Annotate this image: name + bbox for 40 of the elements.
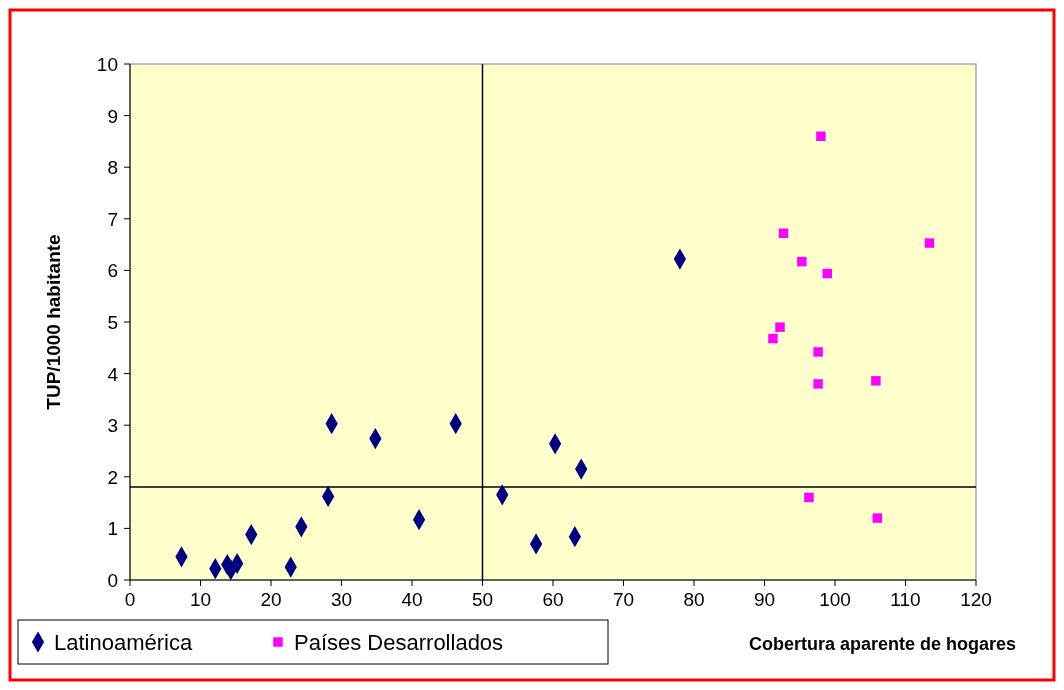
x-tick-label: 80 — [683, 589, 705, 610]
x-tick-label: 30 — [330, 589, 353, 610]
point — [813, 379, 823, 389]
point — [768, 333, 778, 344]
y-tick-label: 8 — [107, 157, 118, 179]
x-tick-label: 100 — [819, 589, 851, 610]
x-tick-label: 10 — [189, 589, 212, 610]
y-tick-label: 3 — [107, 415, 118, 437]
point — [778, 228, 789, 238]
legend-label: Países Desarrollados — [294, 630, 504, 655]
y-tick-label: 0 — [107, 570, 118, 591]
x-tick-label: 40 — [401, 589, 423, 610]
y-tick-label: 7 — [107, 208, 118, 230]
x-tick-label: 120 — [960, 589, 992, 610]
point — [816, 131, 826, 141]
point — [872, 513, 883, 523]
x-axis-title: Cobertura aparente de hogares — [748, 634, 1016, 654]
legend-label: Latinoamérica — [54, 630, 193, 655]
y-tick-label: 5 — [107, 312, 118, 333]
point — [871, 376, 881, 386]
point — [775, 322, 785, 332]
point — [797, 256, 807, 267]
y-tick-label: 9 — [107, 105, 118, 127]
x-tick-label: 110 — [890, 589, 921, 610]
x-tick-label: 0 — [124, 589, 136, 610]
y-tick-label: 2 — [107, 466, 118, 488]
point — [822, 268, 832, 279]
point — [804, 492, 814, 503]
point — [813, 347, 823, 357]
y-tick-label: 6 — [107, 260, 118, 282]
x-tick-label: 60 — [542, 589, 564, 610]
point — [924, 238, 935, 248]
y-tick-label: 1 — [107, 518, 118, 540]
y-axis-title: TUP/1000 habitante — [43, 234, 64, 410]
y-tick-label: 10 — [96, 54, 118, 75]
x-tick-label: 20 — [260, 589, 282, 610]
x-tick-label: 90 — [753, 589, 776, 610]
x-tick-label: 50 — [471, 589, 494, 610]
y-tick-label: 4 — [107, 363, 119, 385]
x-tick-label: 70 — [612, 589, 635, 610]
